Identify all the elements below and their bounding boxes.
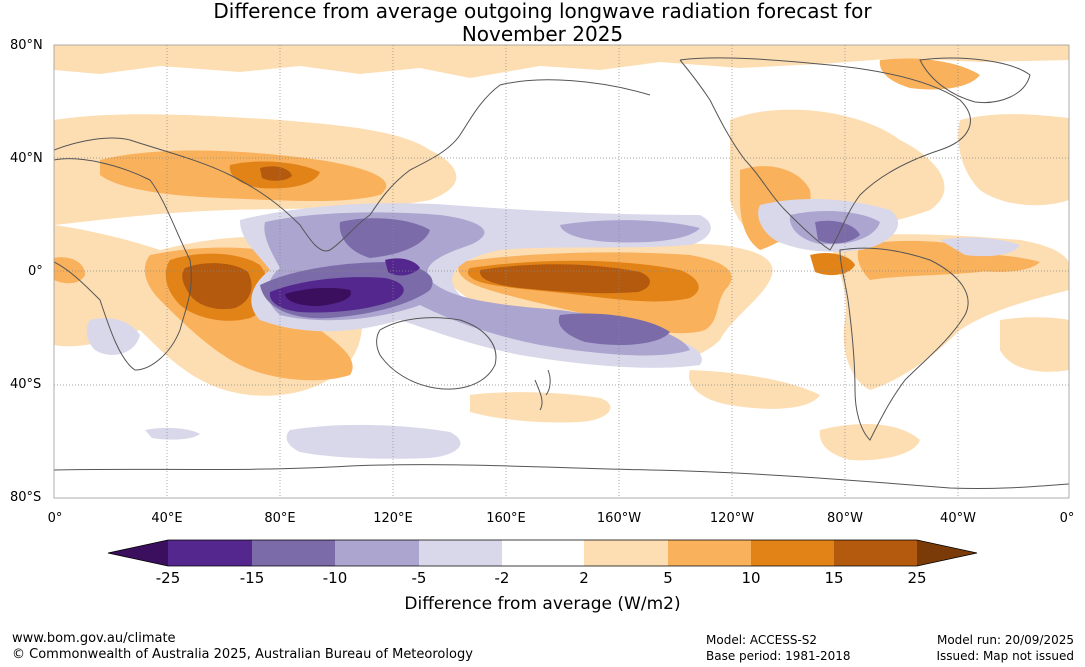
footer-model: Model: ACCESS-S2 (706, 633, 818, 647)
lat-label-80n: 80°N (10, 38, 43, 53)
lon-label-80w: 80°W (827, 511, 863, 526)
anomaly-15-to-25-regions (182, 166, 650, 310)
colorbar-segment (252, 540, 335, 566)
footer-model-run: Model run: 20/09/2025 (936, 633, 1074, 647)
map-title-line-2: November 2025 (461, 22, 624, 46)
lon-label-120e: 120°E (373, 511, 413, 526)
colorbar-tick-label: 5 (663, 569, 673, 587)
colorbar-segment (584, 540, 668, 566)
map-title: Difference from average outgoing longwav… (0, 0, 1085, 46)
colorbar-segment (335, 540, 419, 566)
lon-label-120w: 120°W (709, 511, 755, 526)
footer-issued: Issued: Map not issued (936, 649, 1074, 663)
coastline-antarctica (54, 464, 1069, 490)
coastline-south-america (839, 247, 969, 441)
colorbar-tick-label: -2 (494, 569, 510, 587)
colorbar-tick-label: -15 (239, 569, 265, 587)
colorbar-segment (419, 540, 502, 566)
lat-label-40s: 40°S (10, 377, 42, 392)
lat-label-40n: 40°N (10, 151, 43, 166)
lon-label-0-right: 0° (1059, 511, 1075, 526)
footer-copyright: © Commonwealth of Australia 2025, Austra… (12, 647, 473, 662)
footer-base-period: Base period: 1981-2018 (706, 649, 851, 663)
coastline-new-zealand (534, 369, 551, 411)
colorbar-title: Difference from average (W/m2) (404, 594, 681, 614)
coastline-north-america (679, 57, 971, 251)
colorbar-tick-label: -25 (155, 569, 181, 587)
colorbar-outline (107, 539, 978, 567)
footer-website-link[interactable]: www.bom.gov.au/climate (12, 631, 176, 646)
colorbar-tick-label: 10 (741, 569, 761, 587)
lon-label-40w: 40°W (940, 511, 976, 526)
map-frame (53, 44, 1070, 499)
colorbar-upper-extension (917, 540, 977, 566)
colorbar-tick-label: -10 (322, 569, 348, 587)
lat-label-equator: 0° (28, 264, 43, 279)
colorbar-tick-label: 25 (907, 569, 927, 587)
gridlines (54, 45, 1069, 498)
anomaly-below-minus25-regions (285, 287, 351, 306)
coastline-greenland (919, 57, 1031, 104)
colorbar-tick-label: -5 (411, 569, 427, 587)
colorbar-tick-label: 2 (579, 569, 589, 587)
lon-label-80e: 80°E (264, 511, 296, 526)
colorbar-lower-extension (108, 540, 168, 566)
lat-label-80s: 80°S (10, 490, 42, 505)
colorbar-segment (502, 540, 584, 566)
lon-label-0-left: 0° (47, 511, 63, 526)
colorbar-segment (751, 540, 834, 566)
coastline-europe-asia (54, 79, 651, 252)
map-title-line-1: Difference from average outgoing longwav… (213, 0, 872, 23)
lon-label-160w: 160°W (596, 511, 642, 526)
coastline-africa (54, 158, 192, 371)
coastline-australia (376, 317, 497, 390)
colorbar-segment (168, 540, 252, 566)
colorbar-tick-label: 15 (824, 569, 844, 587)
colorbar-segment (668, 540, 751, 566)
colorbar-segment (834, 540, 917, 566)
coastlines (54, 57, 1069, 490)
lon-label-40e: 40°E (151, 511, 183, 526)
lon-label-160e: 160°E (486, 511, 526, 526)
